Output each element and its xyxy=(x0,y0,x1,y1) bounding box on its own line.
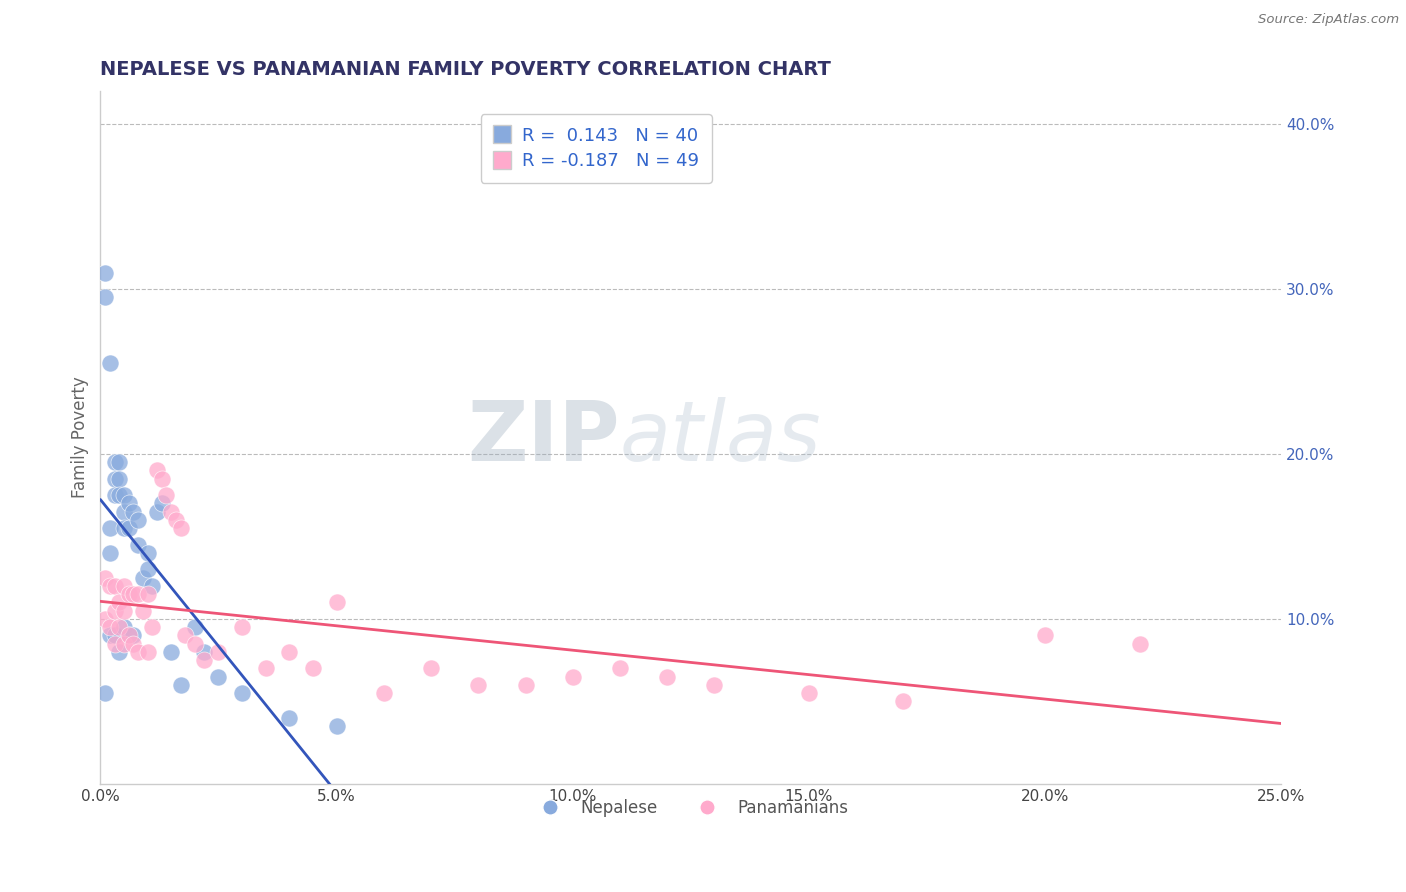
Point xyxy=(103,604,125,618)
Point xyxy=(302,661,325,675)
Point xyxy=(150,472,173,486)
Point xyxy=(112,620,135,634)
Point xyxy=(108,488,131,502)
Point xyxy=(160,505,183,519)
Point xyxy=(98,356,121,370)
Point xyxy=(122,637,145,651)
Point xyxy=(184,637,207,651)
Point xyxy=(278,711,301,725)
Point xyxy=(108,472,131,486)
Point xyxy=(94,290,117,304)
Point xyxy=(118,496,141,510)
Point xyxy=(103,488,125,502)
Point xyxy=(373,686,395,700)
Point xyxy=(174,628,197,642)
Point xyxy=(94,571,117,585)
Point xyxy=(118,521,141,535)
Point xyxy=(122,505,145,519)
Point xyxy=(98,521,121,535)
Point xyxy=(118,587,141,601)
Point xyxy=(207,645,229,659)
Point xyxy=(127,538,149,552)
Point xyxy=(325,595,347,609)
Point xyxy=(169,678,191,692)
Point xyxy=(467,678,489,692)
Point xyxy=(103,455,125,469)
Point xyxy=(184,620,207,634)
Point xyxy=(112,604,135,618)
Point xyxy=(1033,628,1056,642)
Point xyxy=(325,719,347,733)
Point xyxy=(122,628,145,642)
Point xyxy=(112,579,135,593)
Point xyxy=(108,645,131,659)
Point xyxy=(103,637,125,651)
Point xyxy=(112,505,135,519)
Point xyxy=(254,661,277,675)
Point xyxy=(155,488,177,502)
Point xyxy=(118,628,141,642)
Text: ZIP: ZIP xyxy=(468,397,620,478)
Point xyxy=(278,645,301,659)
Point xyxy=(797,686,820,700)
Point xyxy=(132,571,155,585)
Point xyxy=(609,661,631,675)
Point xyxy=(193,653,215,667)
Point xyxy=(98,620,121,634)
Point xyxy=(112,637,135,651)
Point xyxy=(231,620,253,634)
Point xyxy=(127,513,149,527)
Point xyxy=(94,686,117,700)
Point xyxy=(112,521,135,535)
Point xyxy=(98,579,121,593)
Point xyxy=(118,628,141,642)
Point xyxy=(231,686,253,700)
Point xyxy=(420,661,443,675)
Point xyxy=(141,620,163,634)
Point xyxy=(160,645,183,659)
Point xyxy=(150,496,173,510)
Point xyxy=(146,463,169,477)
Point xyxy=(108,455,131,469)
Point xyxy=(112,488,135,502)
Point xyxy=(561,669,583,683)
Point xyxy=(893,694,915,708)
Legend: Nepalese, Panamanians: Nepalese, Panamanians xyxy=(527,792,855,824)
Point xyxy=(94,266,117,280)
Point xyxy=(127,645,149,659)
Point xyxy=(207,669,229,683)
Point xyxy=(103,579,125,593)
Point xyxy=(103,628,125,642)
Point xyxy=(169,521,191,535)
Point xyxy=(98,628,121,642)
Point xyxy=(146,505,169,519)
Point xyxy=(136,645,159,659)
Text: atlas: atlas xyxy=(620,397,821,478)
Y-axis label: Family Poverty: Family Poverty xyxy=(72,376,89,499)
Text: NEPALESE VS PANAMANIAN FAMILY POVERTY CORRELATION CHART: NEPALESE VS PANAMANIAN FAMILY POVERTY CO… xyxy=(100,60,831,78)
Point xyxy=(703,678,725,692)
Point xyxy=(103,472,125,486)
Point xyxy=(127,587,149,601)
Point xyxy=(108,620,131,634)
Point xyxy=(136,562,159,576)
Point xyxy=(136,587,159,601)
Point xyxy=(1129,637,1152,651)
Point xyxy=(136,546,159,560)
Point xyxy=(657,669,679,683)
Point xyxy=(108,595,131,609)
Text: Source: ZipAtlas.com: Source: ZipAtlas.com xyxy=(1258,13,1399,27)
Point xyxy=(141,579,163,593)
Point xyxy=(515,678,537,692)
Point xyxy=(193,645,215,659)
Point xyxy=(122,587,145,601)
Point xyxy=(132,604,155,618)
Point xyxy=(94,612,117,626)
Point xyxy=(98,546,121,560)
Point xyxy=(165,513,187,527)
